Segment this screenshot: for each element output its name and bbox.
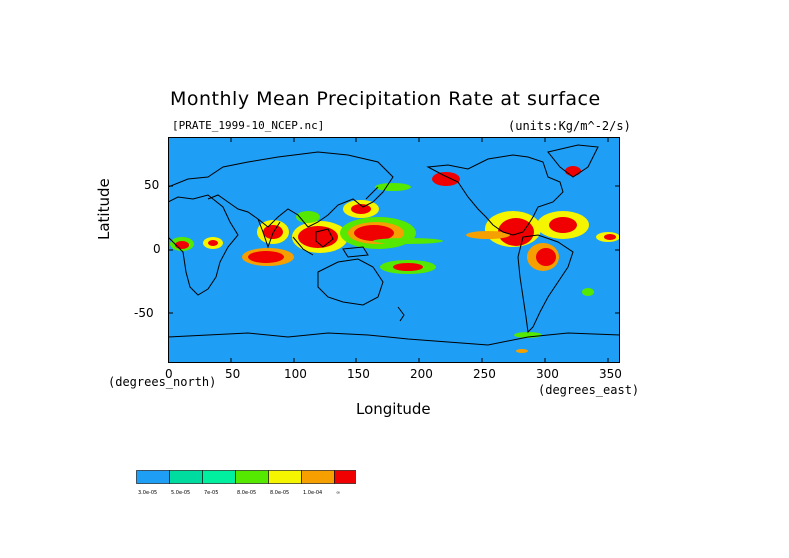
file-label: [PRATE_1999-10_NCEP.nc]: [172, 119, 325, 132]
precipitation-fields: [170, 166, 620, 353]
colorbar-swatch-4: [268, 470, 302, 484]
precip-s-atlantic: [582, 288, 594, 296]
colorbar-label-3: 8.0e-05: [237, 490, 256, 496]
colorbar-label-4: 8.0e-05: [270, 490, 289, 496]
chart-title: Monthly Mean Precipitation Rate at surfa…: [170, 88, 601, 110]
precipitation-map: [168, 137, 620, 363]
precip-atlantic-2: [549, 217, 577, 233]
map-frame: [168, 137, 620, 363]
coast-antarctica: [168, 332, 620, 346]
coast-eurasia: [168, 151, 394, 228]
precip-africa-2: [175, 241, 189, 249]
x-tick-300: 300: [536, 367, 559, 381]
coast-newguinea: [342, 246, 369, 258]
colorbar-label-5: 1.0e-04: [303, 490, 322, 496]
colorbar-swatch-2: [202, 470, 236, 484]
precip-spcz-2: [393, 263, 423, 271]
precip-nw-atlantic: [565, 166, 581, 176]
precip-wpac-3: [354, 225, 394, 241]
precip-africa-4: [208, 240, 218, 246]
precip-bengal-2: [263, 225, 283, 239]
coast-australia: [317, 258, 384, 306]
x-tick-50: 50: [225, 367, 241, 381]
precip-epac-itcz: [466, 231, 510, 239]
precip-itcz-east: [373, 238, 443, 244]
precip-antarctic: [516, 349, 528, 353]
coast-africa: [168, 194, 239, 296]
units-label: (units:Kg/m^-2/s): [508, 119, 631, 133]
precip-wpac-5: [351, 204, 371, 214]
x-tick-0: 0: [165, 367, 173, 381]
coast-north-america: [426, 154, 564, 236]
precip-indian-2: [248, 251, 284, 263]
x-tick-150: 150: [347, 367, 370, 381]
x-tick-200: 200: [410, 367, 433, 381]
x-unit-label: (degrees_east): [538, 383, 640, 397]
colorbar-swatch-0: [136, 470, 170, 484]
x-tick-250: 250: [473, 367, 496, 381]
coast-japan: [365, 186, 379, 200]
colorbar-label-1: 5.0e-05: [171, 490, 190, 496]
y-unit-label: (degrees_north): [108, 375, 217, 389]
precip-alaska: [432, 172, 460, 186]
coast-borneo: [315, 228, 334, 248]
coastlines: [168, 144, 620, 346]
x-tick-100: 100: [284, 367, 307, 381]
coast-sumatra: [292, 236, 314, 256]
precip-north-pac: [375, 183, 411, 191]
colorbar: 3.0e-05 5.0e-05 7e-05 8.0e-05 8.0e-05 1.0e-04…: [136, 470, 356, 496]
precip-amazon-2: [536, 248, 556, 266]
colorbar-label-0: 3.0e-05: [138, 490, 157, 496]
coast-greenland: [547, 144, 599, 178]
colorbar-swatch-3: [235, 470, 269, 484]
precip-europe-2: [604, 234, 616, 240]
precip-camerica-2: [498, 218, 534, 246]
y-tick-50: 50: [144, 178, 160, 192]
coast-south-america: [517, 234, 574, 334]
y-tick-0: 0: [153, 242, 161, 256]
colorbar-swatch-5: [301, 470, 335, 484]
coast-nz: [397, 306, 405, 322]
colorbar-swatch-1: [169, 470, 203, 484]
colorbar-label-2: 7e-05: [204, 490, 218, 496]
y-tick-minus-50: -50: [134, 306, 154, 320]
y-axis-label: Latitude: [95, 178, 113, 240]
x-axis-label: Longitude: [356, 400, 431, 418]
x-tick-350: 350: [599, 367, 622, 381]
coast-india: [257, 218, 281, 249]
colorbar-swatch-6: [334, 470, 356, 484]
colorbar-label-6: ∞: [336, 490, 340, 496]
